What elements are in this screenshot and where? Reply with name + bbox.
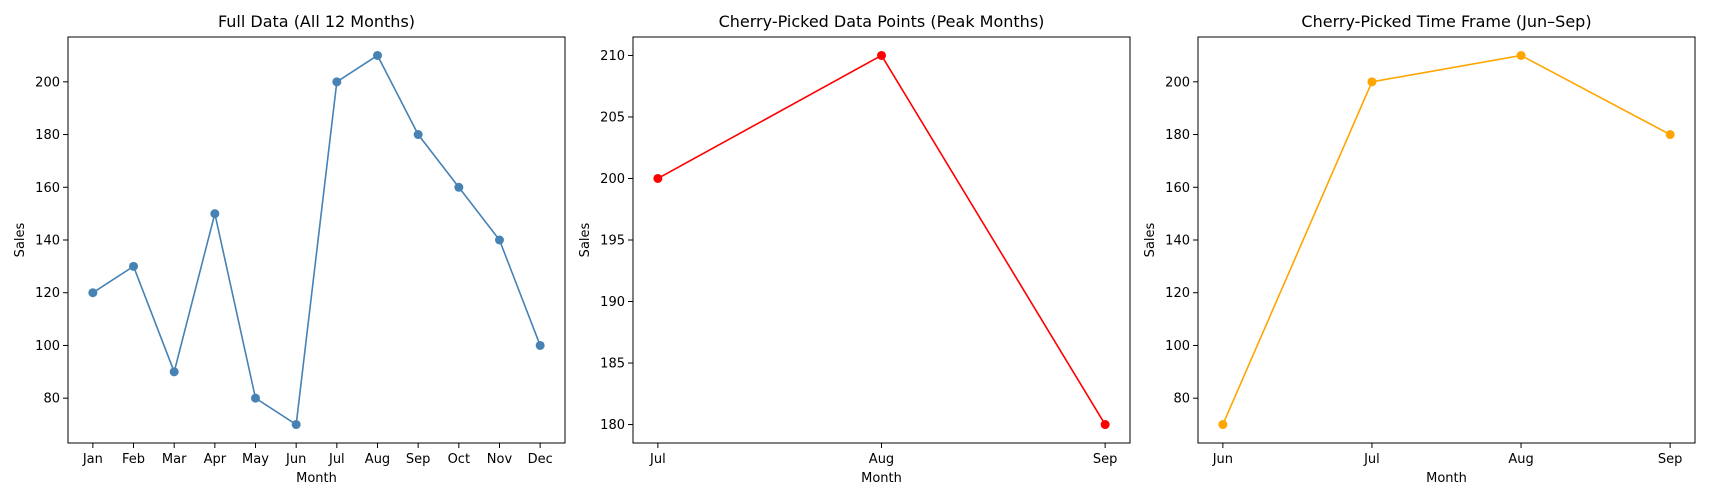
y-tick-label: 180 — [35, 128, 60, 143]
x-tick-label: Aug — [869, 452, 894, 467]
series-line — [657, 54, 1106, 425]
y-axis-label: Sales — [1143, 222, 1158, 257]
x-tick-label: Apr — [204, 452, 227, 467]
x-axis-label: Month — [296, 471, 337, 486]
data-point — [1665, 130, 1675, 140]
chart-panel: Cherry-Picked Time Frame (Jun–Sep) Jun Jul… — [1143, 12, 1696, 486]
y-tick-label: 120 — [35, 286, 60, 301]
data-point — [1218, 420, 1228, 430]
data-point — [1100, 420, 1110, 430]
chart-title: Full Data (All 12 Months) — [218, 12, 415, 31]
data-point — [210, 209, 220, 219]
data-point — [251, 393, 261, 403]
series-line — [92, 54, 541, 426]
y-tick-label: 185 — [600, 357, 625, 372]
data-point — [1367, 77, 1377, 87]
x-tick-label: Dec — [528, 452, 553, 467]
series-line — [1222, 54, 1671, 425]
y-tick-label: 100 — [1165, 339, 1190, 354]
y-tick-label: 160 — [1165, 181, 1190, 196]
plot-frame — [67, 36, 566, 444]
x-tick-label: May — [242, 452, 269, 467]
y-tick-label: 80 — [43, 392, 60, 407]
x-tick-label: Mar — [162, 452, 187, 467]
data-point — [169, 367, 179, 377]
x-tick-label: Aug — [1508, 452, 1533, 467]
data-point — [413, 130, 423, 140]
y-tick-label: 195 — [600, 234, 625, 249]
x-tick-label: Jul — [328, 452, 345, 467]
x-axis-label: Month — [861, 471, 902, 486]
data-point — [653, 173, 663, 183]
x-tick-label: Aug — [365, 452, 390, 467]
y-tick-label: 205 — [600, 110, 625, 125]
chart-title: Cherry-Picked Data Points (Peak Months) — [719, 12, 1045, 31]
x-tick-label: Jun — [1212, 452, 1233, 467]
x-axis-label: Month — [1426, 471, 1467, 486]
y-tick-label: 180 — [1165, 128, 1190, 143]
y-tick-label: 190 — [600, 295, 625, 310]
x-tick-label: Jan — [82, 452, 103, 467]
x-tick-label: Sep — [406, 452, 431, 467]
y-tick-label: 120 — [1165, 286, 1190, 301]
y-axis-label: Sales — [13, 222, 28, 257]
plot-frame — [632, 36, 1131, 444]
x-tick-label: Oct — [448, 452, 470, 467]
chart-panel: Full Data (All 12 Months) Jan Feb Mar Apr May… — [13, 12, 566, 486]
data-point — [494, 235, 504, 245]
data-point — [332, 77, 342, 87]
chart-title: Cherry-Picked Time Frame (Jun–Sep) — [1301, 12, 1591, 31]
x-tick-label: Jul — [649, 452, 666, 467]
y-tick-label: 200 — [600, 172, 625, 187]
y-tick-label: 200 — [1165, 75, 1190, 90]
plot-frame — [1197, 36, 1696, 444]
chart-panel: Cherry-Picked Data Points (Peak Months) J… — [578, 12, 1131, 486]
y-tick-label: 80 — [1173, 392, 1190, 407]
x-tick-label: Sep — [1658, 452, 1683, 467]
y-tick-label: 140 — [1165, 234, 1190, 249]
data-point — [88, 288, 98, 298]
y-axis-label: Sales — [578, 222, 593, 257]
data-point — [372, 50, 382, 60]
data-point — [291, 420, 301, 430]
data-point — [535, 340, 545, 350]
x-tick-label: Jul — [1363, 452, 1380, 467]
data-point — [877, 50, 886, 60]
y-tick-label: 100 — [35, 339, 60, 354]
y-tick-label: 180 — [600, 418, 625, 433]
y-tick-label: 200 — [35, 75, 60, 90]
data-point — [454, 182, 464, 192]
x-tick-label: Feb — [122, 452, 145, 467]
y-tick-label: 140 — [35, 234, 60, 249]
data-point — [129, 261, 139, 271]
x-tick-label: Nov — [487, 452, 513, 467]
x-tick-label: Jun — [285, 452, 306, 467]
y-tick-label: 210 — [600, 49, 625, 64]
x-tick-label: Sep — [1093, 452, 1118, 467]
data-point — [1516, 50, 1526, 60]
y-tick-label: 160 — [35, 181, 60, 196]
